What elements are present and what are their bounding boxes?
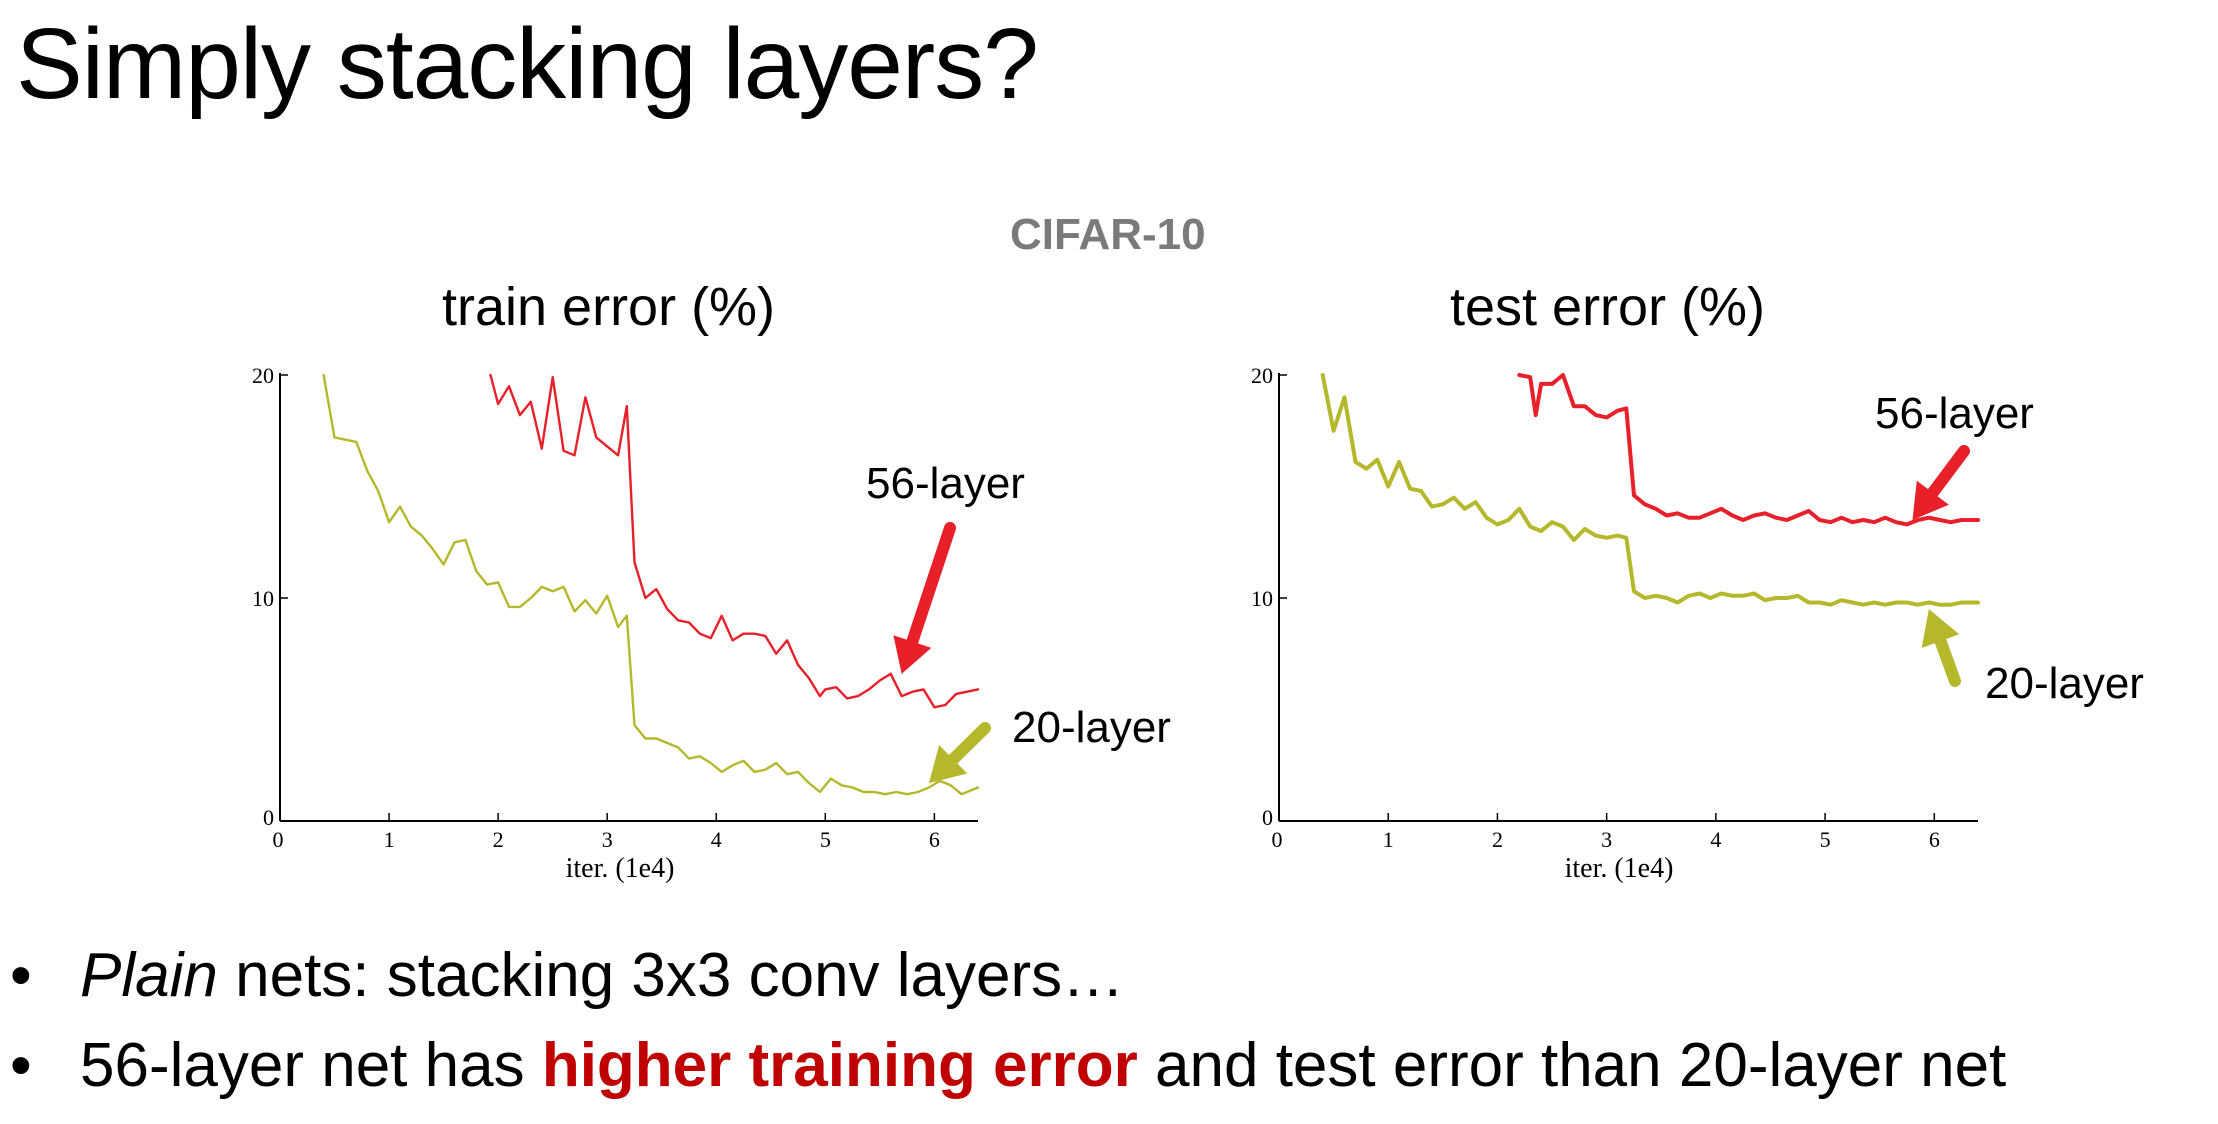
test-x-tick-label: 3 [1601, 827, 1612, 852]
train-series-56-layer-line [489, 373, 980, 709]
train-x-tick-label: 1 [384, 827, 395, 852]
bullet-item-plain-nets: • Plain nets: stacking 3x3 conv layers… [10, 945, 1124, 1007]
test-chart-title: test error (%) [1450, 277, 1766, 337]
test-annotation-arrow-head [1921, 609, 1960, 648]
train-annotation-arrow-head [893, 635, 932, 674]
train-annotation-arrow-shaft [947, 722, 991, 766]
test-x-tick-label: 5 [1820, 827, 1831, 852]
bullet-text-post: and test error than 20-layer net [1137, 1031, 2007, 1100]
bullet-text: nets: stacking 3x3 conv layers… [217, 941, 1125, 1010]
bullet-item-56-layer: • 56-layer net has higher training error … [10, 1035, 2006, 1097]
train-y-tick-label: 10 [252, 586, 274, 611]
bullet-highlight: higher training error [541, 1031, 1138, 1100]
test-x-tick-label: 4 [1710, 827, 1721, 852]
bullet-text-pre: 56-layer net has [80, 1031, 542, 1100]
train-x-tick-label: 6 [929, 827, 940, 852]
train-y-tick-label: 0 [263, 805, 274, 830]
test-series-56-layer-line [1517, 373, 1980, 527]
test-x-tick-label: 1 [1383, 827, 1394, 852]
bullet-dot: • [10, 1031, 32, 1100]
train-annotation-label-20-layer: 20-layer [1012, 703, 1171, 752]
test-annotation-label-56-layer: 56-layer [1875, 389, 2034, 438]
train-series-20-layer-line [322, 373, 980, 796]
test-x-axis-label: iter. (1e4) [1565, 853, 1674, 884]
test-annotation-arrow-shaft [1926, 445, 1970, 499]
test-y-tick-label: 20 [1251, 363, 1273, 388]
test-x-tick-label: 0 [1272, 827, 1283, 852]
train-x-tick-label: 5 [820, 827, 831, 852]
dataset-label: CIFAR-10 [1010, 210, 1206, 259]
train-x-axis-label: iter. (1e4) [566, 853, 675, 884]
bullet-emphasis: Plain [80, 941, 218, 1010]
train-annotation-label-56-layer: 56-layer [866, 459, 1025, 508]
train-x-tick-label: 3 [602, 827, 613, 852]
test-y-tick-label: 0 [1262, 805, 1273, 830]
test-annotation-arrow-head [1912, 480, 1949, 520]
slide-title: Simply stacking layers? [16, 8, 1039, 120]
test-series-20-layer-line [1320, 373, 1980, 607]
train-x-tick-label: 4 [711, 827, 722, 852]
train-annotation-arrow-shaft [906, 522, 956, 648]
test-x-tick-label: 2 [1492, 827, 1503, 852]
train-y-tick-label: 20 [252, 363, 274, 388]
bullet-dot: • [10, 941, 32, 1010]
train-x-tick-label: 0 [273, 827, 284, 852]
test-y-tick-label: 10 [1251, 586, 1273, 611]
test-annotation-arrow-shaft [1934, 635, 1961, 687]
train-chart-title: train error (%) [442, 277, 776, 337]
train-annotation-arrow-head [928, 744, 968, 784]
test-x-tick-label: 6 [1929, 827, 1940, 852]
test-annotation-label-20-layer: 20-layer [1985, 659, 2144, 708]
train-x-tick-label: 2 [493, 827, 504, 852]
